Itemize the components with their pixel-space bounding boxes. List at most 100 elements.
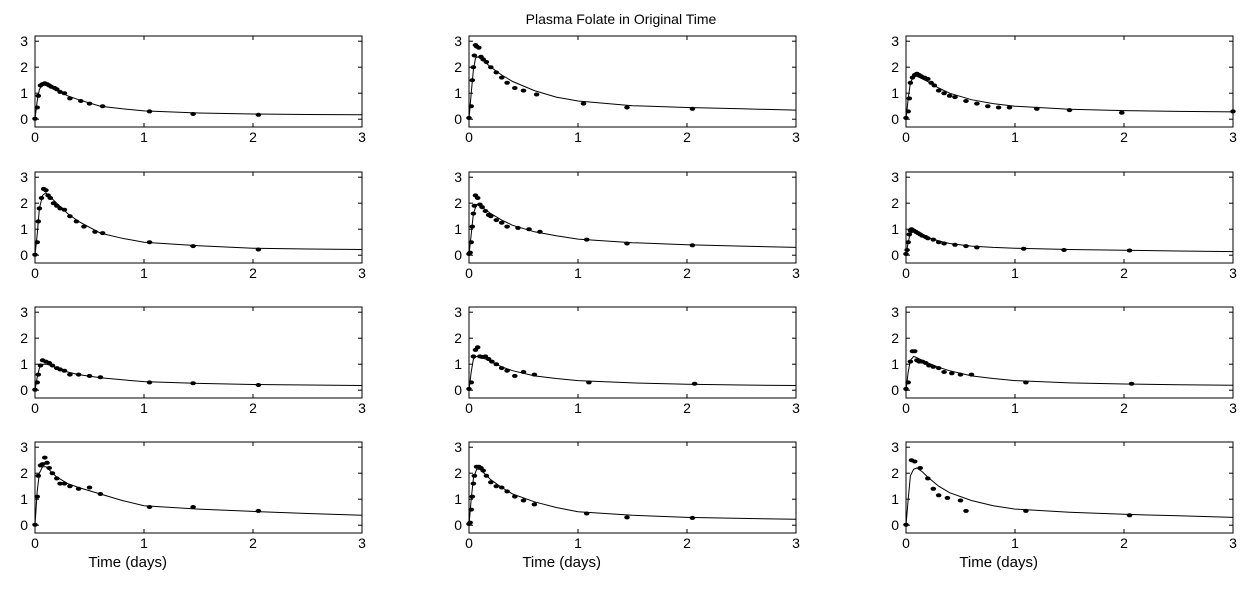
data-point: [468, 380, 475, 385]
y-tick-label: 1: [454, 356, 462, 372]
data-point: [925, 236, 931, 241]
axes-box: [905, 306, 1234, 399]
axes-box: [468, 441, 797, 534]
data-point: [903, 115, 909, 120]
x-tick-label: 1: [140, 265, 148, 281]
axes-box: [468, 171, 797, 264]
subplot-panel: 0 1 2 3 0 1 2 3: [20, 304, 366, 416]
y-tick-label: 2: [891, 330, 899, 346]
data-point: [57, 206, 63, 211]
x-axis-label: Time (days): [88, 554, 167, 571]
data-point: [32, 387, 38, 392]
y-tick-label: 2: [20, 59, 28, 75]
fit-line: [468, 468, 797, 526]
y-tick-label: 1: [20, 491, 28, 507]
data-point: [1023, 508, 1029, 513]
y-tick-label: 3: [20, 169, 28, 185]
y-tick-label: 1: [454, 491, 462, 507]
y-tick-label: 1: [891, 356, 899, 372]
data-point: [904, 248, 910, 252]
data-point: [944, 495, 951, 500]
data-point: [1126, 248, 1133, 253]
x-tick-label: 2: [1120, 535, 1128, 551]
data-point: [67, 96, 73, 101]
fit-line: [34, 363, 363, 391]
data-point: [949, 371, 955, 376]
data-point: [533, 92, 540, 97]
data-point: [968, 372, 975, 377]
data-point: [941, 241, 947, 246]
fit-line: [34, 466, 363, 526]
data-point: [624, 105, 630, 110]
x-tick-label: 3: [1229, 535, 1237, 551]
data-point: [92, 229, 98, 234]
fit-line: [34, 192, 363, 256]
data-point: [1023, 380, 1029, 385]
subplot-panel: 0 1 2 3 0 1 2 3: [891, 304, 1237, 416]
data-point: [61, 368, 68, 373]
x-axis-label: Time (days): [522, 554, 601, 571]
subplot-panel: 0 1 2 3 0 1 2 3: [454, 33, 800, 145]
data-point: [35, 219, 42, 224]
x-tick-label: 1: [1011, 265, 1019, 281]
data-point: [255, 247, 262, 252]
data-point: [1061, 248, 1067, 252]
x-tick-label: 0: [465, 265, 473, 281]
subplot-panel: 0 1 2 3 0 1 2 3: [891, 33, 1237, 145]
data-point: [78, 99, 84, 103]
data-point: [49, 363, 56, 368]
x-tick-label: 0: [465, 129, 473, 145]
data-point: [34, 105, 40, 110]
data-point: [75, 372, 82, 377]
data-point: [37, 363, 44, 368]
x-tick-label: 0: [902, 535, 910, 551]
data-point: [935, 88, 942, 93]
data-point: [526, 227, 532, 232]
x-tick-label: 0: [31, 400, 39, 416]
x-tick-label: 1: [574, 535, 582, 551]
data-point: [479, 205, 485, 210]
data-point: [54, 87, 60, 92]
data-point: [476, 45, 482, 50]
data-point: [470, 211, 477, 216]
data-point: [489, 359, 495, 364]
y-tick-label: 2: [454, 59, 462, 75]
x-tick-label: 3: [1229, 265, 1237, 281]
x-tick-label: 0: [31, 129, 39, 145]
x-tick-label: 3: [792, 400, 800, 416]
x-tick-label: 1: [1011, 129, 1019, 145]
y-tick-label: 3: [891, 439, 899, 455]
subplot-panel: 0 1 2 3 0 1 2 3: [891, 169, 1237, 281]
data-point: [531, 502, 538, 507]
y-tick-label: 2: [891, 195, 899, 211]
x-tick-label: 3: [358, 129, 366, 145]
data-point: [911, 459, 918, 464]
data-point: [1020, 246, 1027, 251]
data-point: [583, 237, 590, 242]
data-point: [67, 214, 73, 219]
y-tick-label: 0: [454, 111, 462, 127]
data-point: [470, 481, 477, 486]
data-point: [255, 383, 262, 387]
data-point: [57, 89, 63, 94]
x-tick-label: 2: [683, 400, 691, 416]
data-point: [466, 115, 472, 120]
data-point: [935, 240, 942, 245]
data-point: [39, 462, 46, 467]
x-tick-label: 0: [902, 400, 910, 416]
data-point: [930, 486, 937, 491]
data-point: [493, 362, 500, 367]
data-point: [935, 493, 942, 498]
y-tick-label: 2: [891, 465, 899, 481]
data-point: [75, 486, 82, 491]
y-tick-label: 3: [454, 169, 462, 185]
data-point: [504, 224, 510, 229]
data-point: [905, 380, 911, 385]
data-point: [520, 498, 527, 503]
y-tick-label: 2: [891, 59, 899, 75]
data-point: [941, 91, 947, 96]
data-point: [46, 360, 52, 365]
data-point: [498, 220, 505, 225]
fit-line: [468, 56, 797, 120]
x-tick-label: 2: [249, 535, 257, 551]
